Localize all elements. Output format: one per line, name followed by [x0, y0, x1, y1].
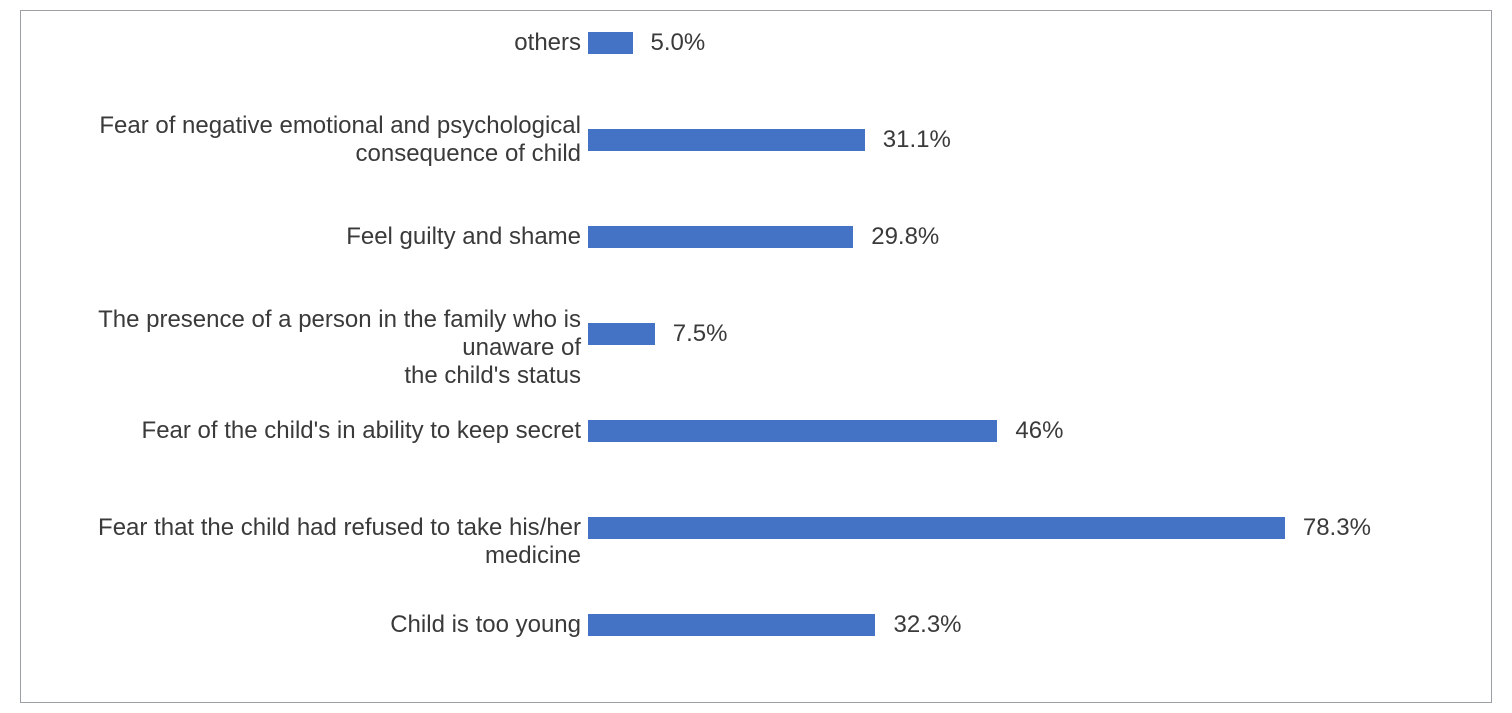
bar — [588, 517, 1285, 539]
value-label: 29.8% — [871, 223, 939, 251]
category-label: Child is too young — [21, 611, 581, 639]
bar — [588, 323, 655, 345]
value-label: 31.1% — [883, 126, 951, 154]
category-label: others — [21, 29, 581, 57]
category-label: Feel guilty and shame — [21, 223, 581, 251]
bar — [588, 32, 633, 54]
category-label: Fear of negative emotional and psycholog… — [21, 112, 581, 167]
chart-frame: others Fear of negative emotional and psy… — [20, 10, 1492, 703]
plot-area: 5.0% 31.1% 29.8% 7.5% 46% 78.3% 32.3% — [588, 17, 1482, 697]
bar — [588, 420, 997, 442]
bar — [588, 614, 875, 636]
value-label: 7.5% — [673, 320, 728, 348]
category-label-area: others Fear of negative emotional and psy… — [21, 17, 581, 697]
value-label: 46% — [1015, 417, 1063, 445]
category-label: Fear of the child's in ability to keep s… — [21, 417, 581, 445]
value-label: 78.3% — [1303, 514, 1371, 542]
category-label: Fear that the child had refused to take … — [21, 514, 581, 569]
value-label: 32.3% — [893, 611, 961, 639]
bar — [588, 129, 865, 151]
category-label: The presence of a person in the family w… — [21, 306, 581, 389]
value-label: 5.0% — [651, 29, 706, 57]
bar — [588, 226, 853, 248]
